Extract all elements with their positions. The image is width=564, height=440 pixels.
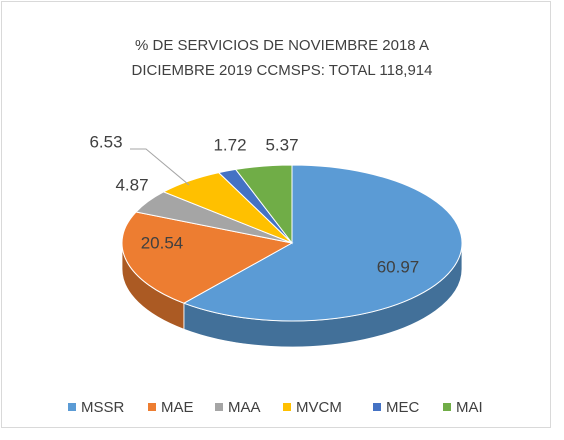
legend-label: MAA: [228, 399, 261, 416]
legend-swatch: [148, 403, 156, 411]
data-label: 20.54: [141, 233, 184, 252]
chart-title: DICIEMBRE 2019 CCMSPS: TOTAL 118,914: [132, 62, 433, 79]
data-labels: 60.97 20.54 4.87 6.53 1.72 5.37: [89, 132, 419, 276]
pie-slice: [182, 164, 463, 322]
legend-swatch: [373, 403, 381, 411]
legend-label: MEC: [386, 399, 420, 416]
legend-swatch: [215, 403, 223, 411]
pie-slice: [234, 164, 293, 245]
legend-swatch: [68, 403, 76, 411]
data-label: 4.87: [115, 175, 148, 194]
legend: MSSR MAE MAA MVCM MEC MAI: [68, 399, 483, 416]
pie-tops: [121, 164, 463, 322]
legend-label: MVCM: [296, 399, 342, 416]
legend-label: MAI: [456, 399, 483, 416]
leader-line: [130, 148, 190, 186]
legend-label: MAE: [161, 399, 194, 416]
data-label: 1.72: [213, 135, 246, 154]
legend-label: MSSR: [81, 399, 125, 416]
data-label: 60.97: [377, 257, 420, 276]
legend-swatch: [443, 403, 451, 411]
data-label: 6.53: [89, 132, 122, 151]
legend-swatch: [283, 403, 291, 411]
chart-title: % DE SERVICIOS DE NOVIEMBRE 2018 A: [135, 37, 429, 54]
data-label: 5.37: [265, 135, 298, 154]
